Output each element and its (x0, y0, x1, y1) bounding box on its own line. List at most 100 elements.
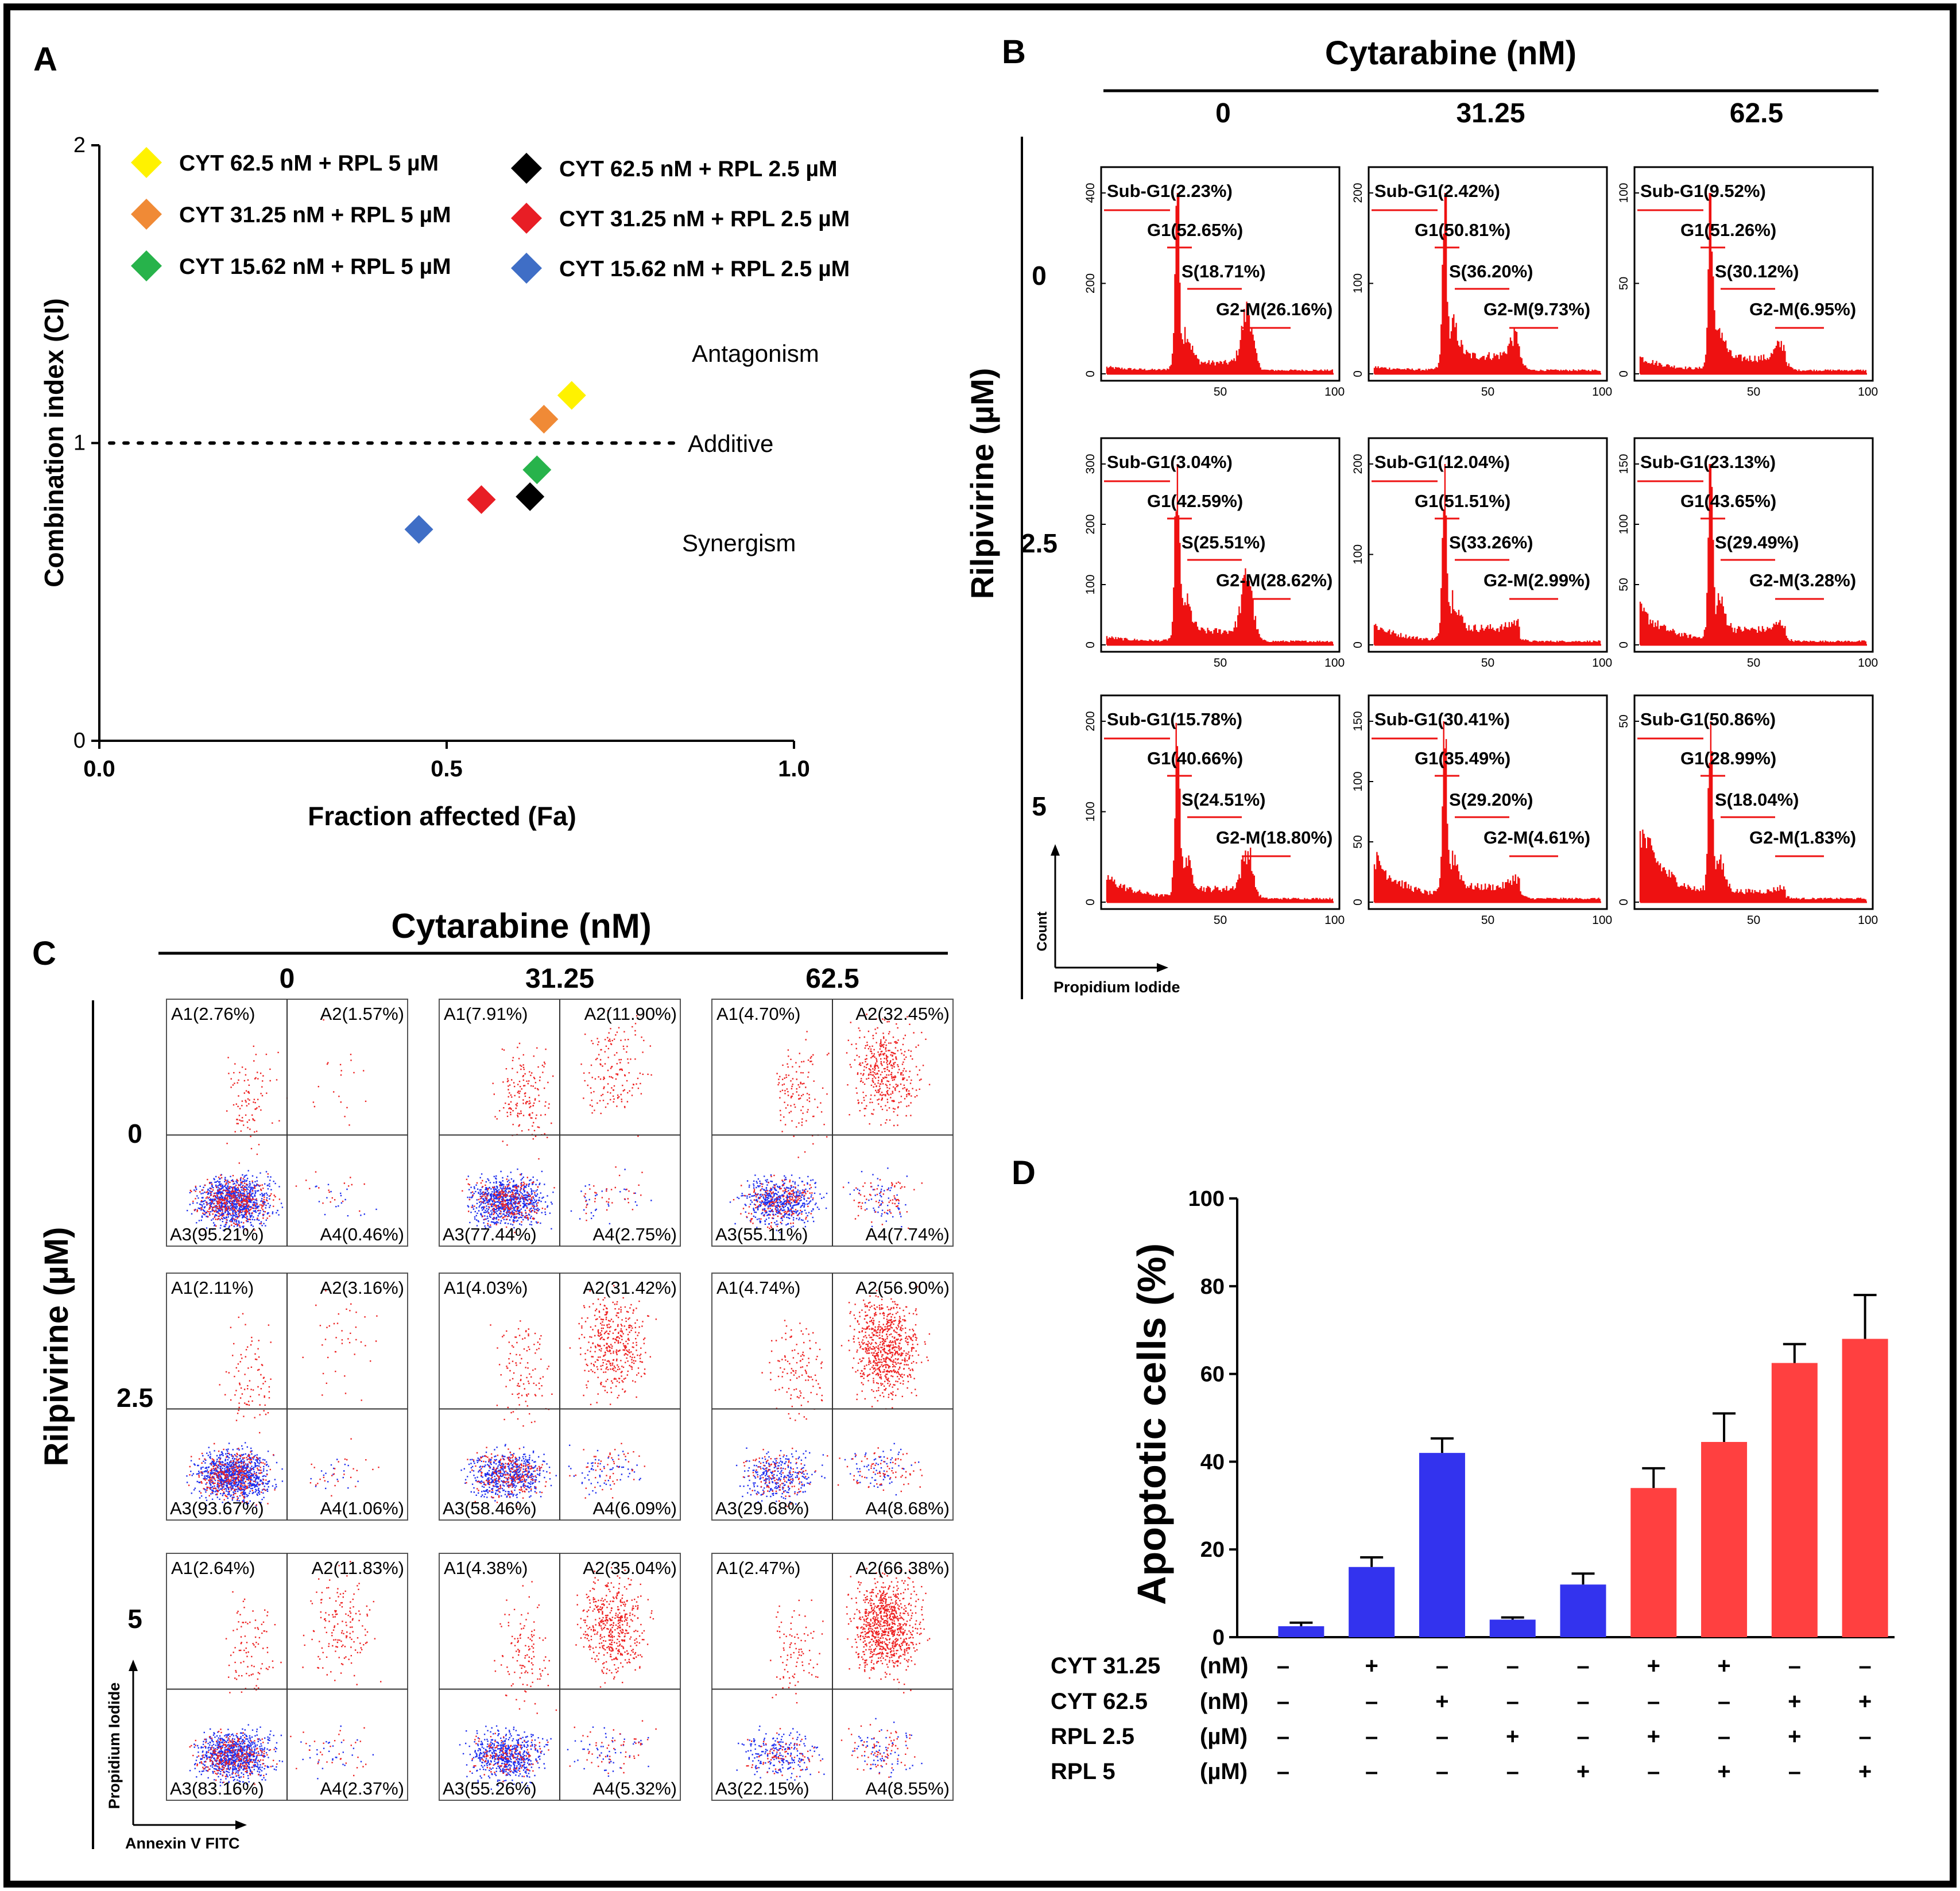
legend-entry: CYT 15.62 nM + RPL 5 µM (179, 254, 451, 279)
legend-marker (131, 147, 162, 178)
condition-mark: – (1365, 1689, 1378, 1714)
histogram-x-tick-label: 50 (1481, 385, 1494, 399)
condition-mark: + (1647, 1653, 1660, 1679)
legend-marker (511, 203, 542, 234)
g2m-gate-label: G2-M(6.95%) (1749, 299, 1856, 319)
histogram-y-tick-label: 400 (1084, 183, 1097, 203)
quadrant-a2-label: A2(11.83%) (312, 1558, 404, 1578)
condition-mark: – (1647, 1759, 1660, 1784)
data-point (522, 455, 552, 485)
subg1-gate-label: Sub-G1(2.42%) (1374, 181, 1500, 201)
subg1-gate-label: Sub-G1(2.23%) (1107, 181, 1233, 201)
condition-mark: – (1718, 1724, 1730, 1749)
quadrant-a1-label: A1(4.74%) (716, 1278, 800, 1298)
panel-label-B: B (1002, 33, 1026, 71)
quadrant-a4-label: A4(0.46%) (320, 1224, 404, 1244)
histogram-x-tick-label: 100 (1858, 914, 1878, 927)
panel-b-column-header: Cytarabine (nM) (1325, 34, 1576, 72)
flow-plot-cell: A1(4.74%) A2(56.90%) A3(29.68%) A4(8.68%) (711, 1273, 954, 1521)
histogram-cell: 0 50 100 150 50 100 Sub-G1(30.41%) G1(35.49%) S(… (1351, 694, 1612, 927)
panel-d-bar-chart: 0 20 40 60 80 100 Apoptotic cells (%) CYT 31.25… (1051, 1187, 1895, 1784)
viable-cell-dots (460, 1444, 641, 1503)
quadrant-a2-label: A2(66.38%) (855, 1558, 950, 1578)
quadrant-a3-label: A3(55.26%) (443, 1778, 537, 1799)
histogram-y-tick-label: 0 (1351, 899, 1365, 906)
histogram-y-tick-label: 100 (1617, 183, 1630, 203)
condition-mark: + (1647, 1724, 1660, 1749)
panel-c-y-axis-title: Propidium Iodide (106, 1683, 123, 1809)
quadrant-a1-label: A1(4.70%) (716, 1004, 800, 1024)
panel-b-row-label: 5 (1032, 791, 1047, 821)
apoptotic-cell-dots (469, 1567, 657, 1782)
histogram-y-tick-label: 200 (1084, 273, 1097, 293)
panel-c-x-arrowhead (235, 1820, 247, 1830)
histogram-frame (1368, 694, 1608, 910)
quadrant-a4-label: A4(8.55%) (866, 1778, 950, 1799)
histogram-x-tick-label: 50 (1214, 656, 1227, 670)
legend-marker (511, 253, 542, 284)
condition-mark: – (1506, 1689, 1519, 1714)
condition-row-label: RPL 2.5 (1051, 1724, 1134, 1749)
condition-mark: – (1365, 1724, 1378, 1749)
histogram-cell: 0 100 200 50 100 Sub-G1(15.78%) G1(40.66%) S(24… (1084, 694, 1345, 927)
histogram-x-tick-label: 100 (1324, 385, 1345, 399)
apoptotic-cell-dots (466, 1285, 657, 1507)
histogram-frame (1368, 166, 1608, 382)
histogram-y-tick-label: 0 (1617, 641, 1630, 648)
flow-plot-cell: A1(4.38%) A2(35.04%) A3(55.26%) A4(5.32%) (439, 1553, 681, 1801)
bar (1278, 1626, 1324, 1637)
histogram-x-tick-label: 100 (1324, 914, 1345, 927)
y-tick-label: 2 (73, 133, 86, 157)
quadrant-a2-label: A2(3.16%) (320, 1278, 404, 1298)
quadrant-a2-label: A2(1.57%) (320, 1004, 404, 1024)
panel-c-x-axis-title: Annexin V FITC (125, 1835, 240, 1852)
apoptotic-cell-dots (462, 1010, 652, 1233)
histogram-y-tick-label: 50 (1617, 578, 1630, 591)
condition-mark: – (1365, 1759, 1378, 1784)
s-gate-label: S(30.12%) (1715, 261, 1799, 281)
quadrant-a1-label: A1(2.64%) (171, 1558, 255, 1578)
legend-marker (131, 250, 162, 281)
quadrant-a4-label: A4(8.68%) (866, 1498, 950, 1518)
quadrant-a2-label: A2(56.90%) (855, 1278, 950, 1298)
quadrant-a4-label: A4(2.75%) (593, 1224, 677, 1244)
condition-mark: – (1788, 1653, 1801, 1679)
histogram-y-tick-label: 100 (1084, 802, 1097, 822)
quadrant-a4-label: A4(5.32%) (593, 1778, 677, 1799)
flow-plot-cell: A1(4.70%) A2(32.45%) A3(55.11%) A4(7.74%) (711, 999, 954, 1247)
additive-annotation: Additive (688, 430, 773, 457)
y-tick-label: 40 (1200, 1450, 1225, 1474)
x-tick-label: 0.0 (83, 756, 115, 782)
panel-b-row-label: 0 (1032, 261, 1047, 291)
legend-entry: CYT 31.25 nM + RPL 2.5 µM (559, 207, 850, 231)
quadrant-a1-label: A1(2.47%) (716, 1558, 800, 1578)
subg1-gate-label: Sub-G1(23.13%) (1640, 452, 1776, 472)
histogram-x-tick-label: 100 (1858, 385, 1878, 399)
quadrant-a3-label: A3(93.67%) (170, 1498, 264, 1518)
histogram-x-tick-label: 50 (1747, 914, 1760, 927)
condition-mark: – (1576, 1653, 1589, 1679)
histogram-bars (1373, 721, 1601, 902)
apoptotic-cell-dots (188, 1290, 379, 1506)
histogram-y-tick-label: 150 (1617, 454, 1630, 474)
histogram-frame (1100, 437, 1341, 653)
histogram-bars (1373, 193, 1601, 374)
legend-entry: CYT 62.5 nM + RPL 2.5 µM (559, 157, 837, 181)
histogram-y-tick-label: 100 (1351, 273, 1365, 293)
viable-cell-dots (736, 1718, 923, 1781)
panel-a-chart: 0 1 2 0.0 0.5 1.0 Fraction affected (Fa) Combin… (39, 133, 850, 831)
histogram-y-tick-label: 300 (1084, 454, 1097, 474)
y-tick-label: 100 (1188, 1187, 1225, 1211)
panel-b-row-header: Rilpivirine (µM) (964, 368, 1000, 600)
histogram-x-tick-label: 50 (1214, 914, 1227, 927)
quadrant-a4-label: A4(6.09%) (593, 1498, 677, 1518)
g1-gate-label: G1(51.26%) (1680, 220, 1776, 240)
g1-gate-label: G1(42.59%) (1147, 491, 1243, 511)
condition-mark: – (1506, 1759, 1519, 1784)
panel-c-flow-plots: Cytarabine (nM) 0 31.25 62.5 Rilpivirine (µM… (38, 907, 954, 1852)
condition-mark: + (1717, 1653, 1730, 1679)
quadrant-a2-label: A2(35.04%) (583, 1558, 677, 1578)
g2m-gate-label: G2-M(26.16%) (1216, 299, 1333, 319)
condition-mark: – (1277, 1724, 1289, 1749)
